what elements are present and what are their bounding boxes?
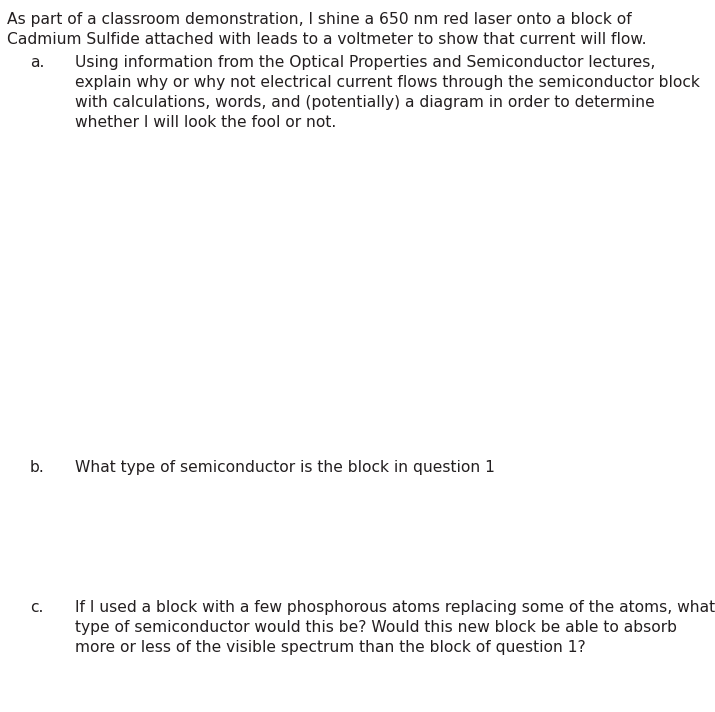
Text: b.: b. [30,460,45,475]
Text: more or less of the visible spectrum than the block of question 1?: more or less of the visible spectrum tha… [75,640,586,655]
Text: type of semiconductor would this be? Would this new block be able to absorb: type of semiconductor would this be? Wou… [75,620,677,635]
Text: Cadmium Sulfide attached with leads to a voltmeter to show that current will flo: Cadmium Sulfide attached with leads to a… [7,32,646,47]
Text: Using information from the Optical Properties and Semiconductor lectures,: Using information from the Optical Prope… [75,55,656,70]
Text: with calculations, words, and (potentially) a diagram in order to determine: with calculations, words, and (potential… [75,95,655,110]
Text: a.: a. [30,55,44,70]
Text: What type of semiconductor is the block in question 1: What type of semiconductor is the block … [75,460,495,475]
Text: As part of a classroom demonstration, I shine a 650 nm red laser onto a block of: As part of a classroom demonstration, I … [7,12,632,27]
Text: If I used a block with a few phosphorous atoms replacing some of the atoms, what: If I used a block with a few phosphorous… [75,600,715,615]
Text: explain why or why not electrical current flows through the semiconductor block: explain why or why not electrical curren… [75,75,700,90]
Text: c.: c. [30,600,44,615]
Text: whether I will look the fool or not.: whether I will look the fool or not. [75,115,336,130]
